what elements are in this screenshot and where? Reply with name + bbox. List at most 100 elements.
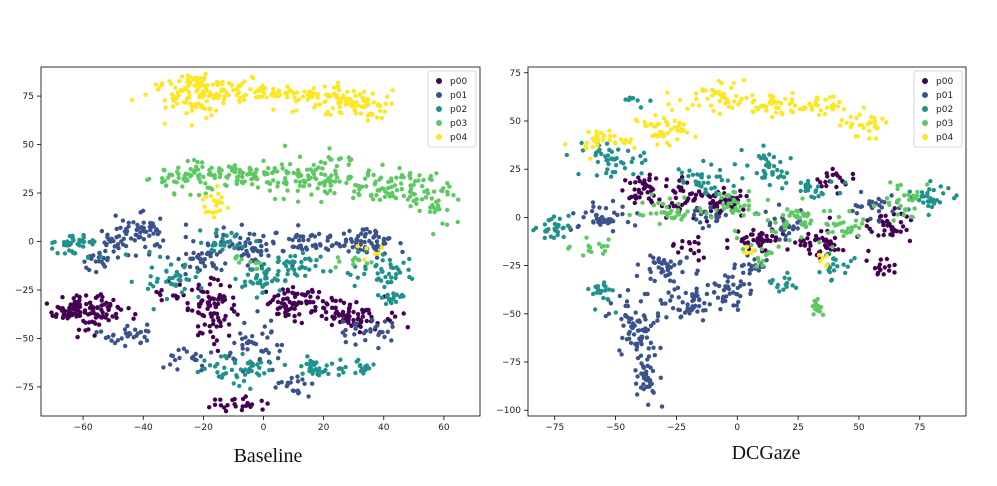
point-p03 [162, 178, 167, 183]
point-p00 [60, 315, 66, 320]
point-p02 [397, 270, 403, 275]
point-p01 [734, 303, 739, 308]
point-p03 [281, 196, 286, 202]
point-p01 [144, 229, 149, 234]
point-p00 [227, 284, 232, 289]
point-p01 [340, 330, 345, 335]
y-tick-label: 50 [510, 117, 522, 127]
point-p00 [696, 258, 701, 263]
point-p01 [325, 247, 331, 252]
point-p01 [650, 368, 656, 374]
point-p02 [297, 266, 302, 271]
point-p00 [680, 239, 685, 244]
point-p04 [261, 85, 266, 91]
point-p01 [167, 362, 173, 367]
point-p04 [650, 133, 655, 139]
point-p01 [148, 220, 153, 226]
point-p02 [306, 256, 312, 261]
point-p04 [290, 109, 295, 115]
point-p01 [652, 353, 657, 358]
point-p00 [329, 295, 334, 301]
point-p04 [562, 142, 568, 147]
point-p00 [751, 237, 756, 243]
point-p00 [877, 262, 883, 267]
point-p01 [316, 231, 322, 237]
point-p04 [884, 120, 889, 125]
x-tick-label: 75 [914, 423, 925, 433]
point-p02 [761, 143, 766, 148]
point-p00 [218, 320, 223, 325]
point-p03 [191, 157, 197, 163]
point-p03 [831, 221, 837, 226]
point-p02 [731, 183, 736, 189]
point-p02 [307, 362, 313, 367]
point-p04 [331, 85, 337, 90]
point-p03 [887, 202, 892, 208]
point-p04 [861, 125, 866, 131]
point-p00 [106, 307, 111, 313]
point-p04 [736, 102, 741, 107]
point-p01 [87, 267, 92, 273]
point-p04 [323, 92, 329, 97]
point-p03 [301, 178, 306, 183]
point-p02 [852, 256, 857, 261]
point-p02 [931, 187, 936, 193]
point-p02 [630, 156, 636, 161]
point-p02 [625, 148, 631, 153]
point-p01 [198, 354, 203, 359]
point-p00 [210, 296, 215, 301]
point-p03 [754, 264, 759, 269]
point-p04 [364, 246, 369, 251]
point-p01 [715, 295, 721, 300]
point-p01 [659, 404, 665, 409]
point-p03 [295, 188, 300, 193]
point-p03 [787, 238, 792, 243]
point-p04 [203, 209, 209, 215]
point-p04 [758, 104, 763, 109]
point-p02 [183, 262, 188, 267]
point-p02 [605, 153, 611, 158]
point-p00 [268, 300, 273, 305]
point-p03 [797, 215, 802, 221]
point-p04 [734, 93, 739, 99]
point-p02 [292, 253, 298, 259]
point-p02 [77, 243, 82, 248]
point-p03 [245, 172, 250, 177]
point-p02 [176, 277, 181, 282]
point-p02 [267, 360, 273, 365]
point-p03 [374, 193, 379, 198]
point-p00 [157, 291, 162, 296]
x-tick-label: −75 [545, 423, 564, 433]
point-p04 [374, 115, 380, 120]
point-p04 [764, 108, 769, 113]
point-p02 [594, 173, 600, 178]
point-p04 [207, 106, 212, 112]
point-p03 [428, 205, 433, 210]
point-p03 [830, 245, 835, 250]
point-p00 [302, 293, 308, 298]
point-p01 [114, 226, 119, 232]
point-p04 [129, 97, 135, 103]
point-p03 [332, 179, 338, 184]
point-p04 [192, 83, 197, 88]
point-p03 [287, 162, 293, 167]
point-p01 [591, 204, 596, 209]
point-p02 [629, 159, 634, 165]
point-p04 [621, 139, 626, 144]
point-p01 [89, 256, 94, 261]
point-p03 [721, 206, 727, 211]
point-p01 [240, 346, 245, 351]
point-p02 [740, 176, 745, 181]
point-p03 [601, 243, 606, 249]
point-p00 [210, 334, 216, 340]
point-p01 [134, 333, 139, 338]
point-p01 [651, 345, 656, 350]
point-p04 [739, 96, 744, 102]
point-p01 [646, 346, 651, 351]
point-p02 [300, 250, 306, 256]
point-p04 [242, 79, 247, 84]
point-p04 [655, 142, 660, 147]
point-p01 [223, 261, 228, 266]
